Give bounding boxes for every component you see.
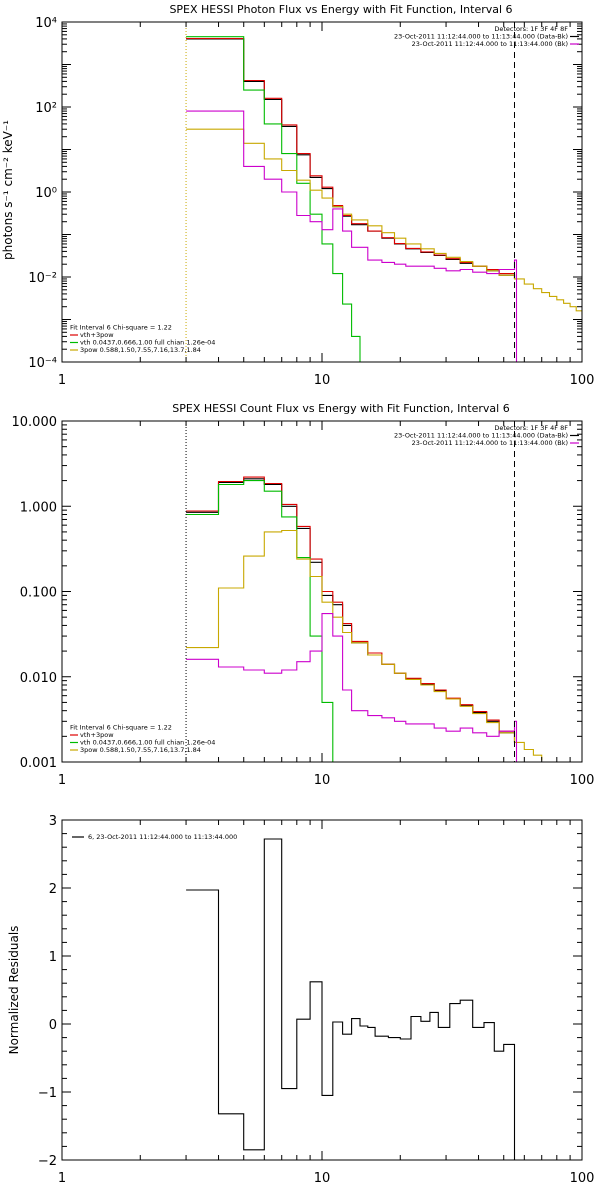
photon-flux-panel: SPEX HESSI Photon Flux vs Energy with Fi… — [1, 3, 594, 388]
y-tick-label: 1.000 — [20, 500, 57, 515]
y-tick-label: 0.010 — [20, 671, 57, 686]
legend-entry: vth 0.0437,0.666,1.00 full chian 1.26e-0… — [80, 739, 215, 747]
series-line-0 — [186, 478, 516, 743]
series-line-3 — [186, 529, 543, 761]
legend-entry: vth 0.0437,0.666,1.00 full chian 1.26e-0… — [80, 339, 215, 347]
y-tick-label: 0 — [49, 1018, 57, 1033]
residuals-ylabel: Normalized Residuals — [7, 926, 21, 1055]
legend-entry: Detectors: 1F 3F 4F 8F — [494, 25, 568, 33]
x-tick-label: 1 — [58, 373, 66, 388]
series-line-3 — [186, 128, 582, 315]
series-group — [186, 838, 516, 1160]
legend-entry: vth+3pow — [80, 731, 114, 739]
legend-entry: 23-Oct-2011 11:12:44.000 to 11:13:44.000… — [412, 40, 568, 48]
legend-entry: 3pow 0.588,1.50,7.55,7.16,13.7,1.84 — [80, 346, 201, 354]
count-flux-title: SPEX HESSI Count Flux vs Energy with Fit… — [172, 402, 509, 415]
series-line-2 — [186, 480, 334, 762]
legend-entry: 23-Oct-2011 11:12:44.000 to 11:13:44.000… — [394, 432, 568, 440]
legend-entry: Fit Interval 6 Chi-square = 1.22 — [70, 324, 172, 332]
legend-entry: 3pow 0.588,1.50,7.55,7.16,13.7,1.84 — [80, 746, 201, 754]
photon-flux-title: SPEX HESSI Photon Flux vs Energy with Fi… — [169, 3, 512, 16]
y-tick-label: 0.100 — [20, 586, 57, 601]
photon-flux-ylabel: photons s⁻¹ cm⁻² keV⁻¹ — [1, 120, 15, 260]
y-tick-label: 10⁰ — [35, 186, 57, 201]
series-line-1 — [186, 476, 516, 743]
y-tick-label: 3 — [49, 814, 57, 829]
y-tick-label: 10.000 — [12, 415, 58, 430]
legend-entry: 6, 23-Oct-2011 11:12:44.000 to 11:13:44.… — [88, 833, 237, 841]
y-tick-label: 10⁻⁴ — [28, 356, 57, 371]
y-tick-label: 10² — [35, 101, 57, 116]
series-line-0 — [186, 838, 516, 1160]
x-tick-label: 100 — [570, 773, 595, 788]
legend-entry: 23-Oct-2011 11:12:44.000 to 11:13:44.000… — [412, 439, 568, 447]
legend-entry: Fit Interval 6 Chi-square = 1.22 — [70, 724, 172, 732]
y-tick-label: 10⁻² — [28, 271, 57, 286]
x-tick-label: 10 — [314, 373, 331, 388]
series-line-0 — [186, 38, 516, 279]
series-line-1 — [186, 37, 516, 279]
series-group — [186, 476, 543, 762]
y-tick-label: 2 — [49, 882, 57, 897]
x-tick-label: 10 — [314, 773, 331, 788]
x-tick-label: 100 — [570, 1171, 595, 1186]
x-tick-label: 100 — [570, 373, 595, 388]
y-tick-label: −2 — [38, 1154, 57, 1169]
series-group — [186, 36, 582, 362]
series-line-2 — [186, 36, 361, 362]
series-line-4 — [186, 110, 518, 362]
x-tick-label: 10 — [314, 1171, 331, 1186]
legend-entry: 23-Oct-2011 11:12:44.000 to 11:13:44.000… — [394, 33, 568, 41]
y-tick-label: −1 — [38, 1086, 57, 1101]
x-tick-label: 1 — [58, 773, 66, 788]
y-tick-label: 10⁴ — [35, 16, 57, 31]
y-tick-label: 1 — [49, 950, 57, 965]
y-tick-label: 0.001 — [20, 756, 57, 771]
count-flux-panel: SPEX HESSI Count Flux vs Energy with Fit… — [12, 402, 595, 788]
residuals-panel: Normalized Residuals 1 10 100 −2 −1 0 1 2 3 6, 23… — [7, 814, 594, 1186]
series-line-4 — [186, 613, 518, 762]
x-tick-label: 1 — [58, 1171, 66, 1186]
legend-entry: Detectors: 1F 3F 4F 8F — [494, 424, 568, 432]
legend-entry: vth+3pow — [80, 331, 114, 339]
